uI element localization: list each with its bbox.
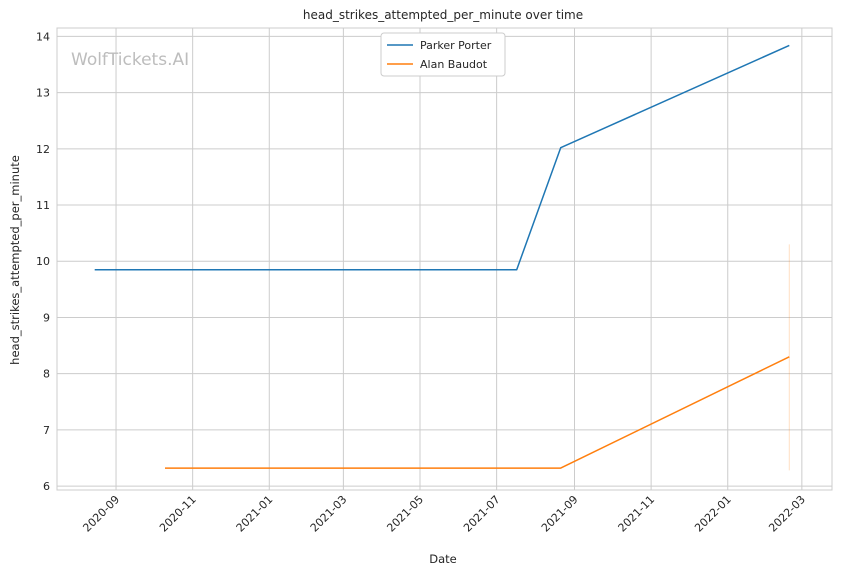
y-tick-label: 9	[43, 311, 50, 324]
legend-box	[380, 32, 506, 77]
x-tick-label: 2021-05	[384, 493, 426, 535]
x-tick-label: 2020-09	[80, 493, 122, 535]
series-line-alan-baudot	[165, 356, 790, 469]
y-axis-label: head_strikes_attempted_per_minute	[8, 155, 22, 365]
legend-label-parker-porter: Parker Porter	[420, 39, 492, 52]
y-axis-ticks: 6 7 8 9 10 11 12 13 14	[36, 30, 50, 493]
x-tick-label: 2020-11	[157, 493, 199, 535]
plot-area-frame	[56, 27, 833, 491]
x-tick-label: 2021-09	[539, 493, 581, 535]
y-tick-label: 7	[43, 424, 50, 437]
y-tick-label: 6	[43, 480, 50, 493]
x-tick-label: 2022-01	[692, 493, 734, 535]
legend-label-alan-baudot: Alan Baudot	[420, 58, 488, 71]
y-tick-label: 11	[36, 199, 50, 212]
x-axis-ticks: 2020-09 2020-11 2021-01 2021-03 2021-05 2021-…	[80, 493, 808, 535]
y-tick-label: 10	[36, 255, 50, 268]
grid	[57, 28, 832, 490]
watermark: WolfTickets.AI	[71, 50, 189, 70]
legend: Parker Porter Alan Baudot	[380, 32, 506, 77]
x-axis-label: Date	[429, 552, 457, 566]
y-tick-label: 13	[36, 87, 50, 100]
y-tick-label: 14	[36, 30, 50, 43]
series-line-parker-porter	[94, 44, 790, 271]
x-tick-label: 2022-03	[766, 493, 808, 535]
x-tick-label: 2021-11	[616, 493, 658, 535]
chart-title: head_strikes_attempted_per_minute over t…	[303, 8, 583, 22]
series-lines	[94, 44, 790, 469]
x-tick-label: 2021-07	[461, 493, 503, 535]
x-tick-label: 2021-01	[234, 493, 276, 535]
y-tick-label: 8	[43, 368, 50, 381]
x-tick-label: 2021-03	[308, 493, 350, 535]
y-tick-label: 12	[36, 143, 50, 156]
